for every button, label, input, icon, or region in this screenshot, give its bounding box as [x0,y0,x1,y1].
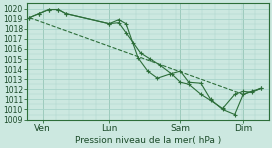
X-axis label: Pression niveau de la mer( hPa ): Pression niveau de la mer( hPa ) [75,136,221,145]
